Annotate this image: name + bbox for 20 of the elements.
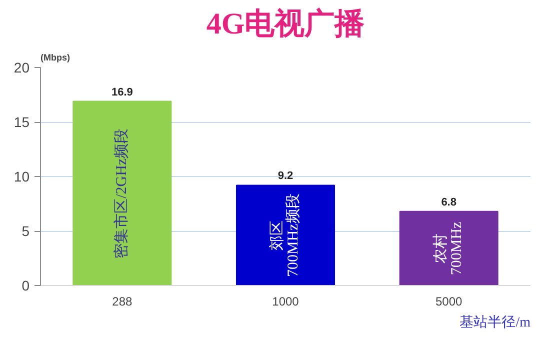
data-label: 6.8 — [441, 196, 456, 208]
x-tick-label: 5000 — [435, 294, 463, 308]
y-tick-label: 10 — [14, 168, 30, 184]
y-axis-title: (Mbps) — [40, 52, 70, 62]
x-tick-label: 288 — [112, 294, 133, 308]
x-tick-label: 1000 — [272, 294, 300, 308]
x-axis-title: 基站半径/m — [460, 314, 531, 330]
annotation: 密集市区/2GHz频段 — [113, 128, 130, 258]
annotation: 郊区 700MHz频段 — [268, 194, 302, 278]
y-tick-label: 0 — [22, 278, 30, 294]
y-tick-label: 20 — [14, 60, 30, 76]
data-label: 16.9 — [111, 86, 133, 98]
annotation: 农村 700MHz — [432, 221, 465, 276]
bar — [399, 210, 498, 286]
bar — [72, 100, 172, 286]
y-tick-label: 15 — [14, 114, 30, 130]
data-label: 9.2 — [278, 170, 294, 182]
chart-title: 4G电视广播 — [206, 6, 365, 40]
bar — [236, 184, 335, 286]
y-tick-label: 5 — [22, 223, 30, 239]
